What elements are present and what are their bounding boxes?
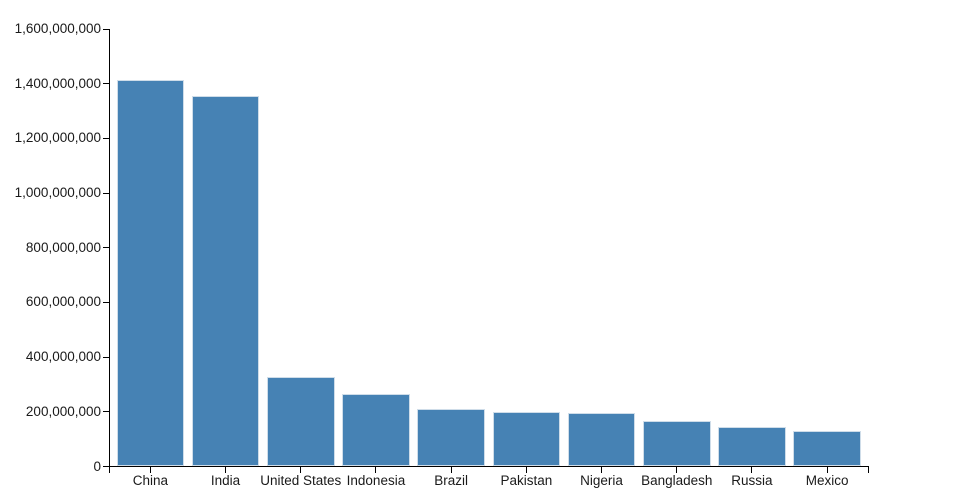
x-tick-label: Pakistan — [500, 472, 553, 488]
bar-india — [191, 96, 260, 467]
bar-russia — [718, 427, 786, 467]
y-tick-label: 800,000,000 — [25, 239, 101, 255]
x-tick — [450, 466, 452, 473]
y-tick — [103, 28, 109, 30]
x-tick-label: Russia — [731, 472, 773, 488]
x-tick — [300, 466, 302, 473]
x-tick — [826, 466, 828, 473]
x-tick — [601, 466, 603, 473]
x-tick — [751, 466, 753, 473]
y-tick-label: 600,000,000 — [25, 294, 101, 310]
y-tick — [103, 83, 109, 85]
y-tick-label: 1,400,000,000 — [14, 75, 101, 91]
x-axis-domain-line — [108, 466, 869, 467]
y-tick — [103, 137, 109, 139]
y-tick-label: 1,200,000,000 — [14, 130, 101, 146]
y-axis-domain-line — [108, 28, 110, 467]
x-tick — [375, 466, 377, 473]
x-tick — [676, 466, 678, 473]
x-tick-label: India — [210, 472, 241, 488]
y-tick — [103, 192, 109, 194]
x-axis-outer-tick-right — [867, 466, 869, 473]
y-tick — [103, 247, 109, 249]
y-tick-label: 1,000,000,000 — [14, 185, 101, 201]
y-tick — [103, 356, 109, 358]
x-tick-label: Mexico — [805, 472, 849, 488]
y-tick-label: 400,000,000 — [25, 349, 101, 365]
x-tick — [149, 466, 151, 473]
x-tick-label: Brazil — [434, 472, 469, 488]
y-tick — [103, 411, 109, 413]
bar-united-states — [266, 377, 335, 467]
x-tick-label: Bangladesh — [641, 472, 713, 488]
x-tick — [225, 466, 227, 473]
bar-mexico — [793, 430, 861, 467]
y-tick — [103, 466, 109, 467]
y-tick — [103, 301, 109, 303]
bar-china — [116, 79, 185, 467]
y-tick-label: 1,600,000,000 — [14, 21, 101, 36]
bar-bangladesh — [642, 421, 711, 467]
x-axis-outer-tick-left — [108, 466, 110, 473]
bar-nigeria — [567, 412, 636, 467]
x-tick-label: Indonesia — [346, 472, 406, 488]
bar-brazil — [417, 408, 485, 467]
bar-indonesia — [342, 393, 410, 467]
x-tick-label: Nigeria — [580, 472, 623, 488]
bar-pakistan — [492, 411, 561, 467]
x-tick-label: China — [132, 472, 168, 488]
y-tick-label: 200,000,000 — [25, 403, 101, 419]
x-tick-label: United States — [260, 472, 342, 488]
y-tick-label: 0 — [93, 458, 101, 474]
x-tick — [525, 466, 527, 473]
